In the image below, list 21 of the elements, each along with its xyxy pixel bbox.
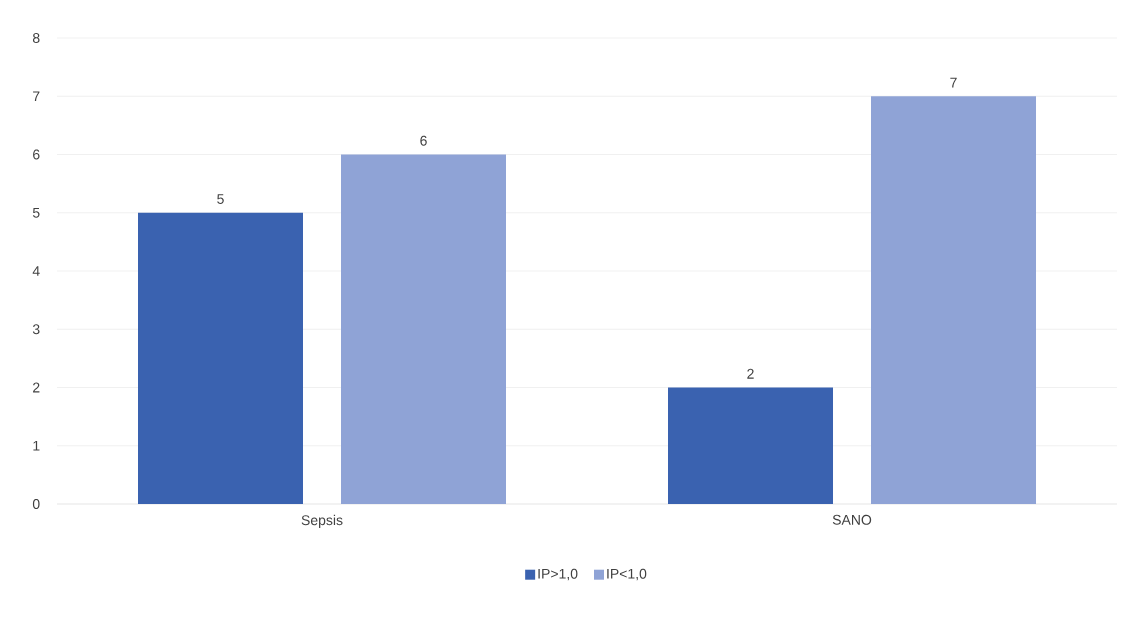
y-tick-label: 3 — [32, 324, 40, 335]
y-tick-label: 7 — [33, 91, 40, 102]
bar — [138, 212, 303, 504]
x-tick-label: Sepsis — [301, 514, 343, 528]
y-tick-label: 8 — [32, 33, 40, 43]
bar — [871, 96, 1037, 504]
data-label: 5 — [217, 194, 224, 204]
y-tick-label: 5 — [32, 207, 40, 218]
bar — [341, 154, 506, 504]
data-label: 7 — [950, 77, 957, 88]
data-label: 2 — [747, 368, 754, 379]
y-tick-label: 2 — [33, 382, 40, 393]
y-tick-label: 0 — [32, 499, 40, 509]
y-tick-label: 1 — [33, 440, 40, 451]
y-tick-label: 6 — [33, 149, 40, 160]
x-tick-label: SANO — [832, 514, 872, 525]
y-tick-label: 4 — [32, 266, 40, 276]
data-label: 6 — [420, 135, 427, 146]
legend-label: IP<1,0 — [607, 568, 647, 581]
bar — [668, 387, 833, 504]
legend-label: IP>1,0 — [538, 568, 578, 581]
